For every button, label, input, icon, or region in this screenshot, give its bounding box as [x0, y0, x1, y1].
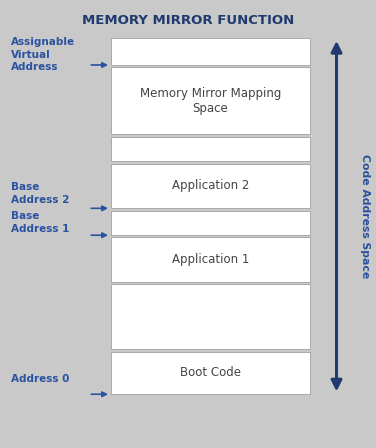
Text: Application 1: Application 1 [172, 253, 249, 267]
Bar [111, 284, 310, 349]
Text: Assignable
Virtual
Address: Assignable Virtual Address [11, 37, 76, 72]
Text: Application 2: Application 2 [172, 179, 249, 193]
Bar [111, 237, 310, 282]
Text: Memory Mirror Mapping
Space: Memory Mirror Mapping Space [140, 87, 281, 115]
Bar [111, 211, 310, 235]
Text: Base
Address 1: Base Address 1 [11, 211, 70, 234]
Bar [111, 137, 310, 161]
Text: Base
Address 2: Base Address 2 [11, 182, 70, 205]
Bar [111, 164, 310, 208]
Bar [111, 38, 310, 65]
Text: Address 0: Address 0 [11, 374, 70, 383]
Text: Code Address Space: Code Address Space [360, 154, 370, 278]
Text: MEMORY MIRROR FUNCTION: MEMORY MIRROR FUNCTION [82, 13, 294, 27]
Text: Boot Code: Boot Code [180, 366, 241, 379]
Bar [111, 67, 310, 134]
Bar [111, 352, 310, 394]
